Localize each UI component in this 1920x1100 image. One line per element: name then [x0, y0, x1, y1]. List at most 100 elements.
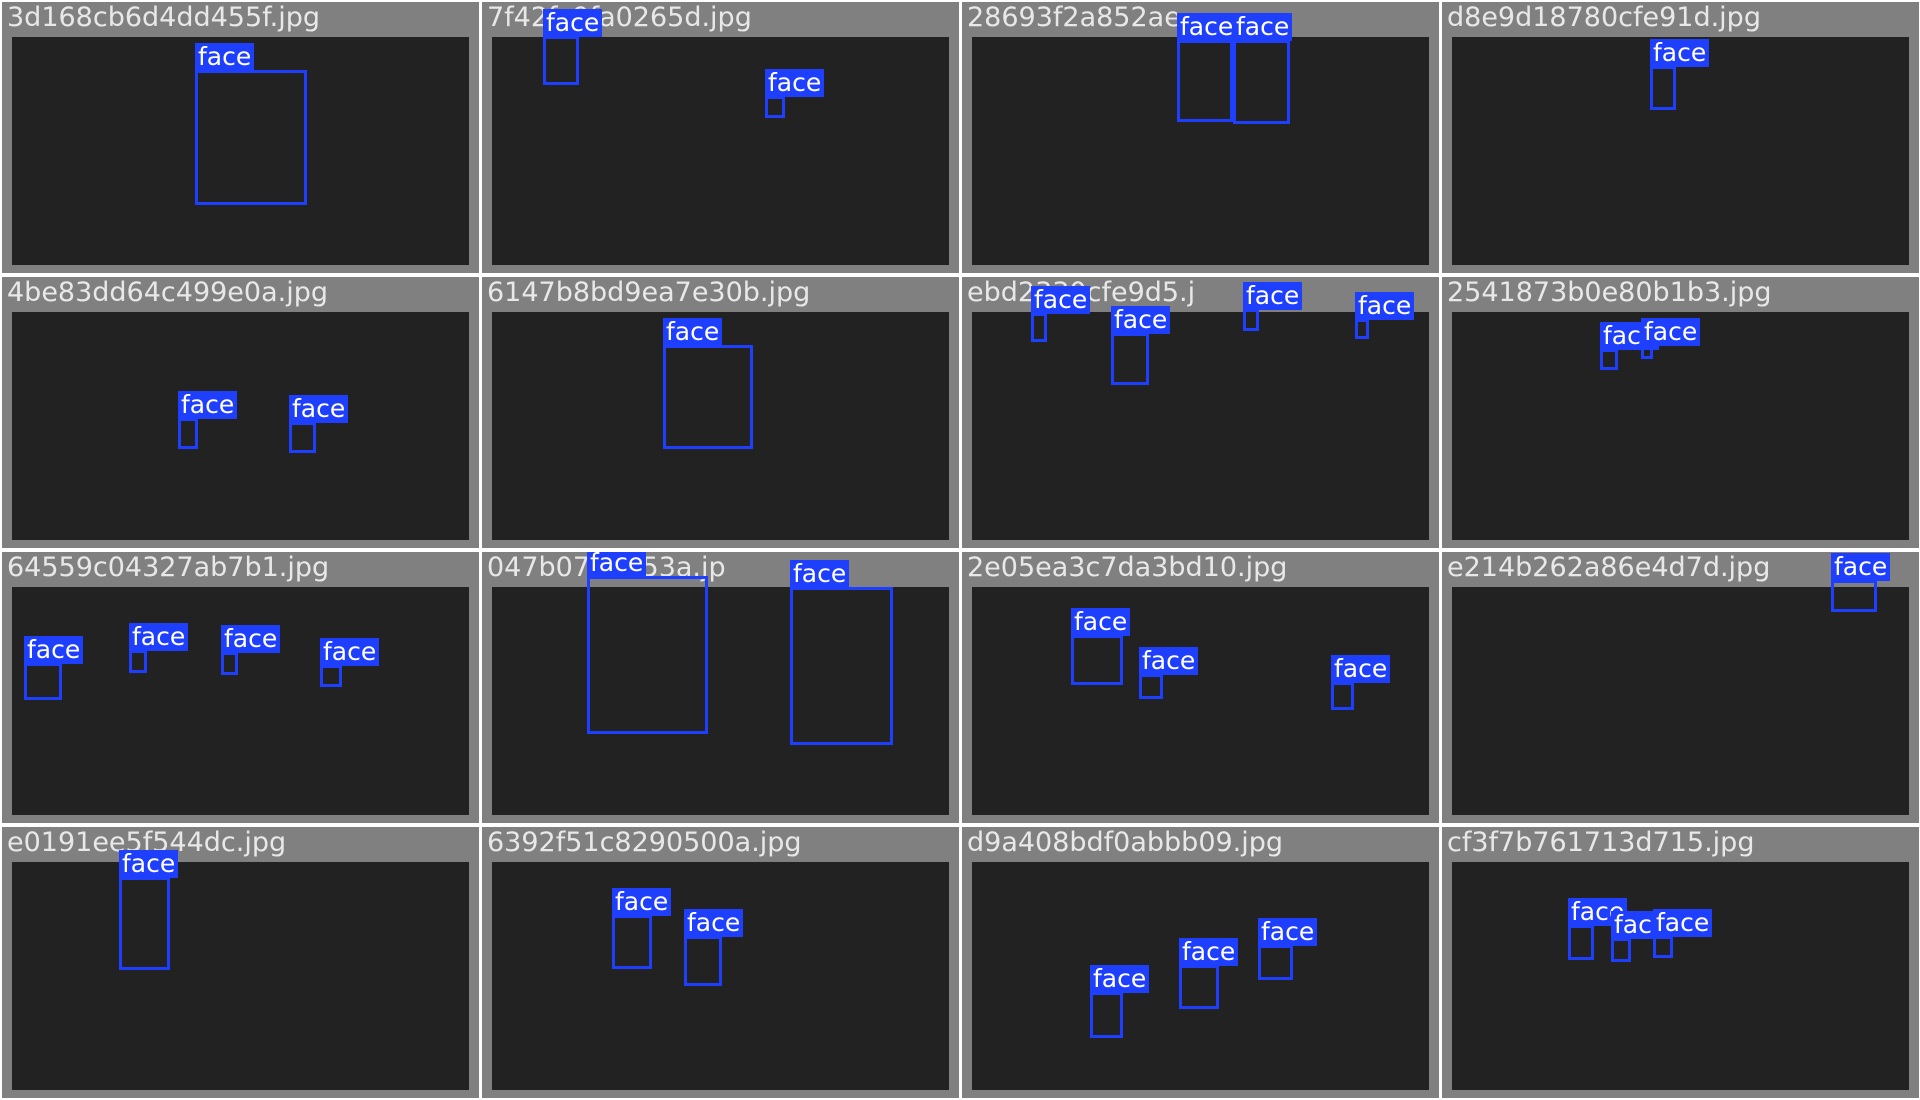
face-bbox: face	[1139, 647, 1199, 699]
face-bbox: face	[320, 638, 380, 687]
tile-image	[972, 37, 1429, 265]
grid-tile: d9a408bdf0abbb09.jpg face face face	[962, 827, 1439, 1098]
grid-tile: 3d168cb6d4dd455f.jpg face	[2, 2, 479, 273]
grid-tile: 6392f51c8290500a.jpg face face	[482, 827, 959, 1098]
face-bbox: face	[1641, 318, 1701, 359]
face-bbox: face	[1650, 39, 1710, 110]
bbox-label: face	[1233, 13, 1293, 41]
bbox-label: face	[289, 395, 349, 423]
tile-image	[492, 37, 949, 265]
tile-filename: 6392f51c8290500a.jpg	[487, 827, 802, 858]
grid-tile: 28693f2a852ae face face	[962, 2, 1439, 273]
face-bbox: face	[195, 43, 307, 205]
bbox-label: face	[1090, 965, 1150, 993]
face-bbox: face	[1177, 13, 1237, 122]
tile-image	[492, 312, 949, 540]
bbox-label: face	[24, 636, 84, 664]
bbox-label: face	[1111, 306, 1171, 334]
tile-image	[12, 312, 469, 540]
bbox-label: face	[1071, 608, 1131, 636]
bbox-label: face	[1031, 286, 1091, 314]
bbox-label: face	[320, 638, 380, 666]
grid-tile: d8e9d18780cfe91d.jpg face	[1442, 2, 1919, 273]
face-bbox: face	[24, 636, 84, 700]
tile-image	[1452, 37, 1909, 265]
tile-filename: 3d168cb6d4dd455f.jpg	[7, 2, 321, 33]
bbox-label: face	[119, 850, 179, 878]
tile-filename: 7f42fc9fa0265d.jpg	[487, 2, 752, 33]
face-bbox: face	[790, 560, 893, 745]
face-bbox: face	[1653, 909, 1713, 958]
face-bbox: face	[1568, 898, 1628, 960]
face-bbox: face	[1179, 938, 1239, 1009]
tile-filename: cf3f7b761713d715.jpg	[1447, 827, 1755, 858]
face-bbox: face	[663, 318, 753, 449]
face-bbox: face	[1600, 322, 1660, 370]
grid-tile: cf3f7b761713d715.jpg face face face	[1442, 827, 1919, 1098]
face-bbox: face	[587, 552, 708, 734]
bbox-label: face	[765, 69, 825, 97]
bbox-label: face	[1831, 553, 1891, 581]
face-bbox: face	[612, 888, 672, 969]
face-bbox: face	[1233, 13, 1293, 124]
grid-tile: 4be83dd64c499e0a.jpg face face	[2, 277, 479, 548]
face-bbox: face	[1258, 918, 1318, 980]
bbox-label: face	[1653, 909, 1713, 937]
tile-image	[972, 312, 1429, 540]
bbox-label: face	[1355, 292, 1415, 320]
face-bbox: face	[289, 395, 349, 453]
tile-image	[12, 587, 469, 815]
tile-image	[1452, 862, 1909, 1090]
face-bbox: face	[543, 9, 603, 85]
bbox-label: face	[587, 552, 647, 577]
face-bbox: face	[1031, 286, 1091, 342]
bbox-label: face	[1177, 13, 1237, 41]
grid-tile: 7f42fc9fa0265d.jpg face face	[482, 2, 959, 273]
bbox-label: face	[1641, 318, 1701, 346]
bbox-label: face	[543, 9, 603, 37]
face-bbox: face	[1111, 306, 1171, 385]
bbox-label: face	[1243, 282, 1303, 310]
tile-filename: 2e05ea3c7da3bd10.jpg	[967, 552, 1288, 583]
face-bbox: face	[119, 850, 179, 970]
face-bbox: face	[129, 623, 189, 673]
tile-filename: e214b262a86e4d7d.jpg	[1447, 552, 1771, 583]
tile-image	[12, 37, 469, 265]
grid-tile: 2541873b0e80b1b3.jpg face face	[1442, 277, 1919, 548]
face-bbox: face	[1355, 292, 1415, 339]
tile-filename: d8e9d18780cfe91d.jpg	[1447, 2, 1761, 33]
tile-filename: 64559c04327ab7b1.jpg	[7, 552, 330, 583]
bbox-label: face	[1139, 647, 1199, 675]
tile-image	[1452, 312, 1909, 540]
face-bbox: face	[1831, 553, 1891, 612]
bbox-label: face	[178, 391, 238, 419]
bbox-label: face	[1258, 918, 1318, 946]
tile-filename: 2541873b0e80b1b3.jpg	[1447, 277, 1772, 308]
face-bbox: face	[1090, 965, 1150, 1038]
bbox-label: face	[1179, 938, 1239, 966]
grid-tile: 64559c04327ab7b1.jpg face face face face	[2, 552, 479, 823]
bbox-label: face	[790, 560, 850, 588]
tile-filename: 4be83dd64c499e0a.jpg	[7, 277, 328, 308]
tile-filename: d9a408bdf0abbb09.jpg	[967, 827, 1284, 858]
tile-filename: 28693f2a852ae	[967, 2, 1181, 33]
bbox-label: face	[1650, 39, 1710, 67]
face-bbox: face	[1331, 655, 1391, 710]
bbox-label: face	[221, 625, 281, 653]
bbox-label: face	[663, 318, 723, 346]
bbox-label: face	[1331, 655, 1391, 683]
grid-tile: 047b076b853a.jp face face	[482, 552, 959, 823]
face-bbox: face	[1611, 911, 1671, 962]
bbox-label: face	[612, 888, 672, 916]
face-bbox: face	[684, 909, 744, 986]
tile-image	[12, 862, 469, 1090]
face-bbox: face	[1243, 282, 1303, 331]
grid-tile: e214b262a86e4d7d.jpg face	[1442, 552, 1919, 823]
grid-tile: 6147b8bd9ea7e30b.jpg face	[482, 277, 959, 548]
face-bbox: face	[178, 391, 238, 449]
face-bbox: face	[221, 625, 281, 675]
tile-image	[972, 587, 1429, 815]
grid-tile: 2e05ea3c7da3bd10.jpg face face face	[962, 552, 1439, 823]
face-bbox: face	[1071, 608, 1131, 685]
